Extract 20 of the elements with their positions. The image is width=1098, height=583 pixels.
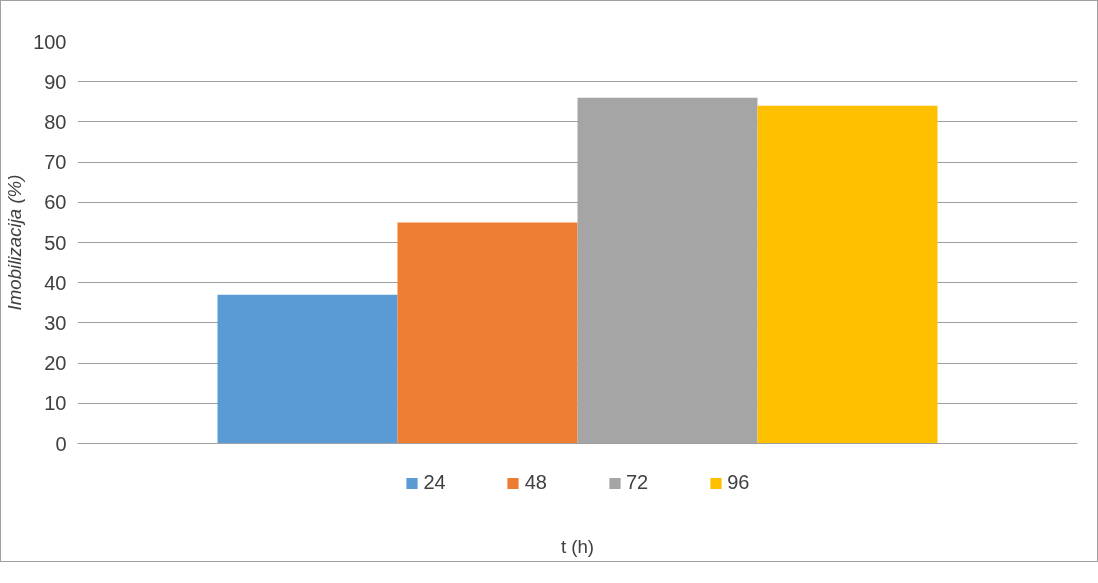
y-tick-label: 60 [44, 191, 67, 214]
y-tick-label: 0 [55, 432, 67, 455]
legend-label: 24 [423, 471, 446, 494]
y-axis-title: Imobilizacija (%) [4, 174, 26, 311]
y-tick-label: 40 [44, 271, 67, 294]
x-axis-title: t (h) [560, 535, 595, 557]
y-tick-label: 80 [44, 110, 67, 133]
y-tick-label: 100 [33, 30, 67, 53]
y-tick-label: 50 [44, 231, 67, 254]
legend-label: 72 [626, 471, 649, 494]
bar [217, 294, 398, 444]
bar [397, 222, 578, 444]
y-tick-label: 90 [44, 70, 67, 93]
y-tick-label: 10 [44, 392, 67, 415]
legend-label: 96 [727, 471, 750, 494]
y-tick-label: 70 [44, 151, 67, 174]
bar [757, 105, 938, 444]
legend-label: 48 [524, 471, 547, 494]
y-tick-label: 20 [44, 352, 67, 375]
y-tick-label: 30 [44, 311, 67, 334]
